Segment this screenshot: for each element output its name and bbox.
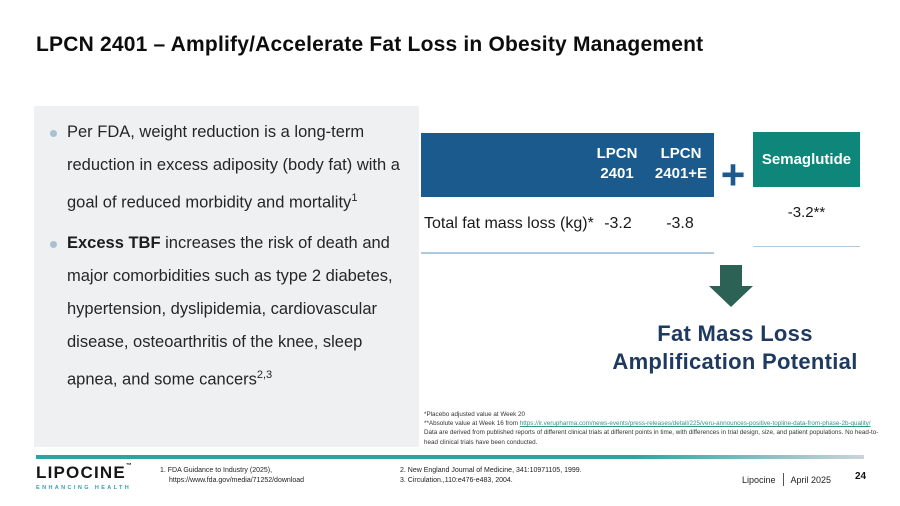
logo-wordmark: LIPOCINE™ bbox=[36, 463, 134, 482]
bullet-text-tbf: Excess TBF increases the risk of death a… bbox=[67, 233, 393, 389]
page-title: LPCN 2401 – Amplify/Accelerate Fat Loss … bbox=[36, 33, 704, 56]
callout-line-1: Fat Mass Loss bbox=[657, 321, 813, 346]
verupharma-link[interactable]: https://ir.verupharma.com/news-events/pr… bbox=[519, 420, 871, 428]
list-item: Excess TBF increases the risk of death a… bbox=[44, 227, 405, 397]
footer-meta: Lipocine April 2025 bbox=[742, 473, 831, 486]
table-underline bbox=[421, 252, 714, 254]
reference-1-url: https://www.fda.gov/media/71252/download bbox=[169, 477, 305, 484]
comparison-table-header: LPCN 2401 LPCN 2401+E bbox=[421, 133, 714, 197]
down-arrow-icon bbox=[709, 265, 753, 307]
reference-1-line1: 1. FDA Guidance to Industry (2025), bbox=[160, 467, 273, 474]
amplification-callout: Fat Mass Loss Amplification Potential bbox=[575, 320, 895, 376]
references-2-3: 2. New England Journal of Medicine, 341:… bbox=[400, 466, 582, 486]
reference-3: 3. Circulation.,110:e476-e483, 2004. bbox=[400, 477, 513, 484]
table-row-label: Total fat mass loss (kg)* bbox=[424, 215, 594, 232]
column-header-lpcn-2401e: LPCN 2401+E bbox=[654, 145, 708, 182]
page-number: 24 bbox=[855, 471, 867, 482]
arrow-head bbox=[709, 286, 753, 307]
logo-tagline: ENHANCING HEALTH bbox=[36, 485, 132, 491]
footnote-marker: 2,3 bbox=[256, 368, 273, 381]
list-item: Per FDA, weight reduction is a long-term… bbox=[44, 116, 405, 220]
semaglutide-header-box: Semaglutide bbox=[753, 132, 860, 187]
bullet-text-fda: Per FDA, weight reduction is a long-term… bbox=[67, 123, 400, 212]
footnotes-block: *Placebo adjusted value at Week 20 **Abs… bbox=[424, 410, 892, 447]
semaglutide-underline bbox=[753, 246, 860, 247]
footnote-placebo: *Placebo adjusted value at Week 20 bbox=[424, 411, 526, 418]
plus-sign: + bbox=[720, 151, 746, 198]
column-header-lpcn-2401: LPCN 2401 bbox=[596, 145, 638, 182]
footnote-absolute: **Absolute value at Week 16 from https:/… bbox=[424, 420, 871, 428]
bullet-list: Per FDA, weight reduction is a long-term… bbox=[44, 116, 405, 396]
footer-divider bbox=[782, 473, 784, 486]
footnote-marker: 1 bbox=[351, 192, 358, 204]
table-value-lpcn-2401: -3.2 bbox=[604, 215, 632, 232]
footer-brand: Lipocine bbox=[742, 474, 776, 485]
reference-2: 2. New England Journal of Medicine, 341:… bbox=[400, 467, 582, 474]
callout-line-2: Amplification Potential bbox=[612, 349, 858, 374]
reference-1: 1. FDA Guidance to Industry (2025), http… bbox=[160, 466, 304, 486]
trademark-symbol: ™ bbox=[125, 463, 134, 469]
footer-divider-bar bbox=[36, 455, 864, 459]
footer-date: April 2025 bbox=[790, 474, 832, 485]
bullet-icon bbox=[50, 130, 57, 137]
table-value-semaglutide: -3.2** bbox=[787, 204, 826, 221]
lipocine-logo: LIPOCINE™ ENHANCING HEALTH bbox=[36, 463, 133, 491]
table-value-lpcn-2401e: -3.8 bbox=[666, 215, 694, 232]
arrow-stem bbox=[720, 265, 742, 286]
key-points-panel: Per FDA, weight reduction is a long-term… bbox=[34, 106, 419, 447]
bullet-icon bbox=[50, 240, 57, 248]
footnote-disclaimer: Data are derived from published reports … bbox=[424, 429, 879, 446]
